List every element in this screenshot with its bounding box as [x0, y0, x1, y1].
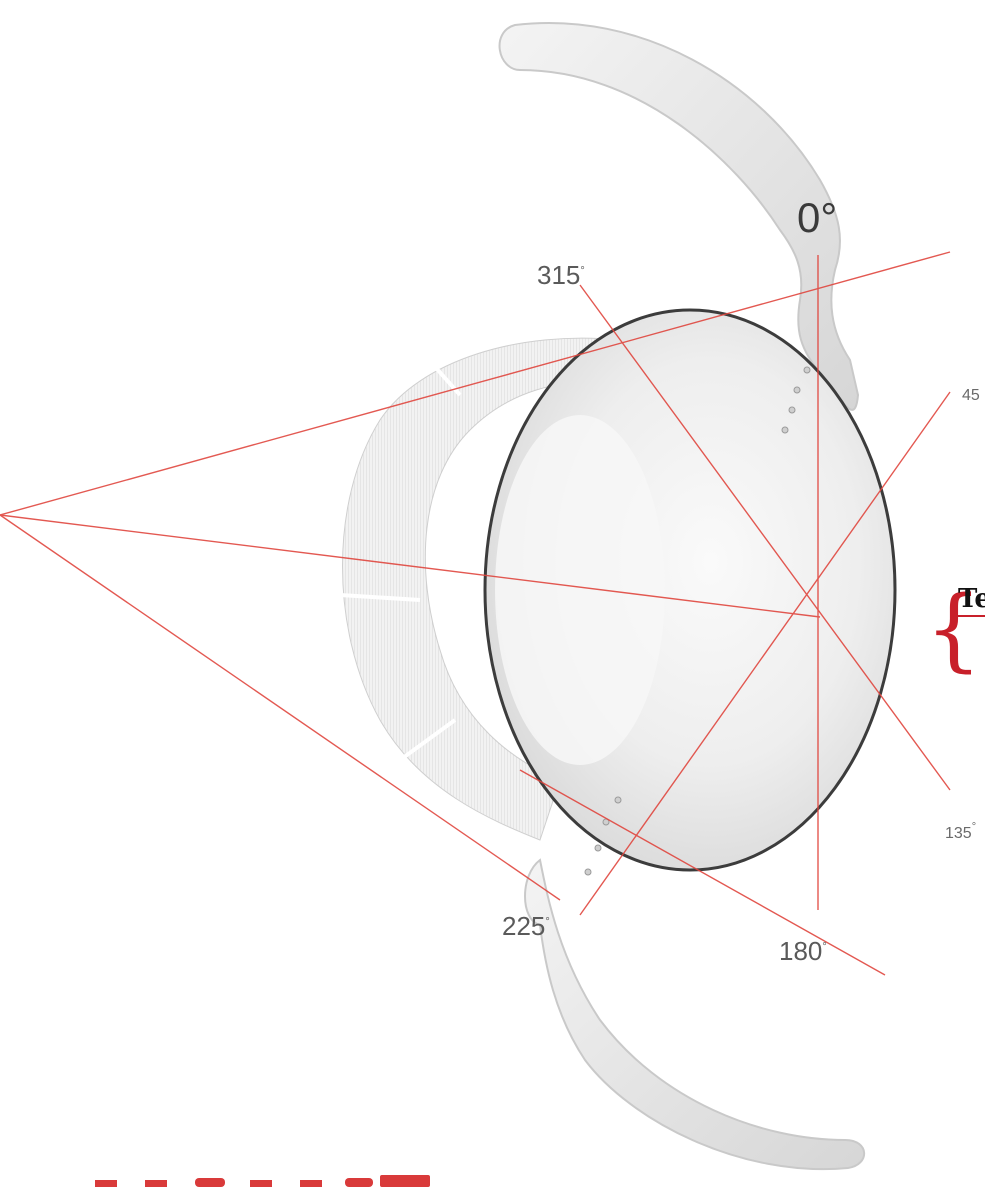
angle-label-225: 225°: [502, 911, 550, 941]
brand-logo-icon: [95, 1175, 430, 1187]
angle-label-135: 135°: [945, 821, 976, 842]
curly-brace-icon: {: [925, 577, 982, 682]
callout: { Te: [925, 577, 985, 682]
angle-label-0: 0°: [797, 194, 837, 241]
toric-axis-marks: [584, 366, 811, 876]
angle-label-180: 180°: [779, 936, 827, 966]
angle-label-45: 45: [962, 387, 980, 404]
callout-text: Te: [958, 584, 985, 614]
lens-inner-highlight: [495, 415, 665, 765]
hatched-ring: [339, 337, 621, 841]
angle-label-315: 315°: [537, 260, 585, 290]
red-axis-lines: [0, 251, 951, 976]
lower-haptic: [524, 858, 866, 1171]
